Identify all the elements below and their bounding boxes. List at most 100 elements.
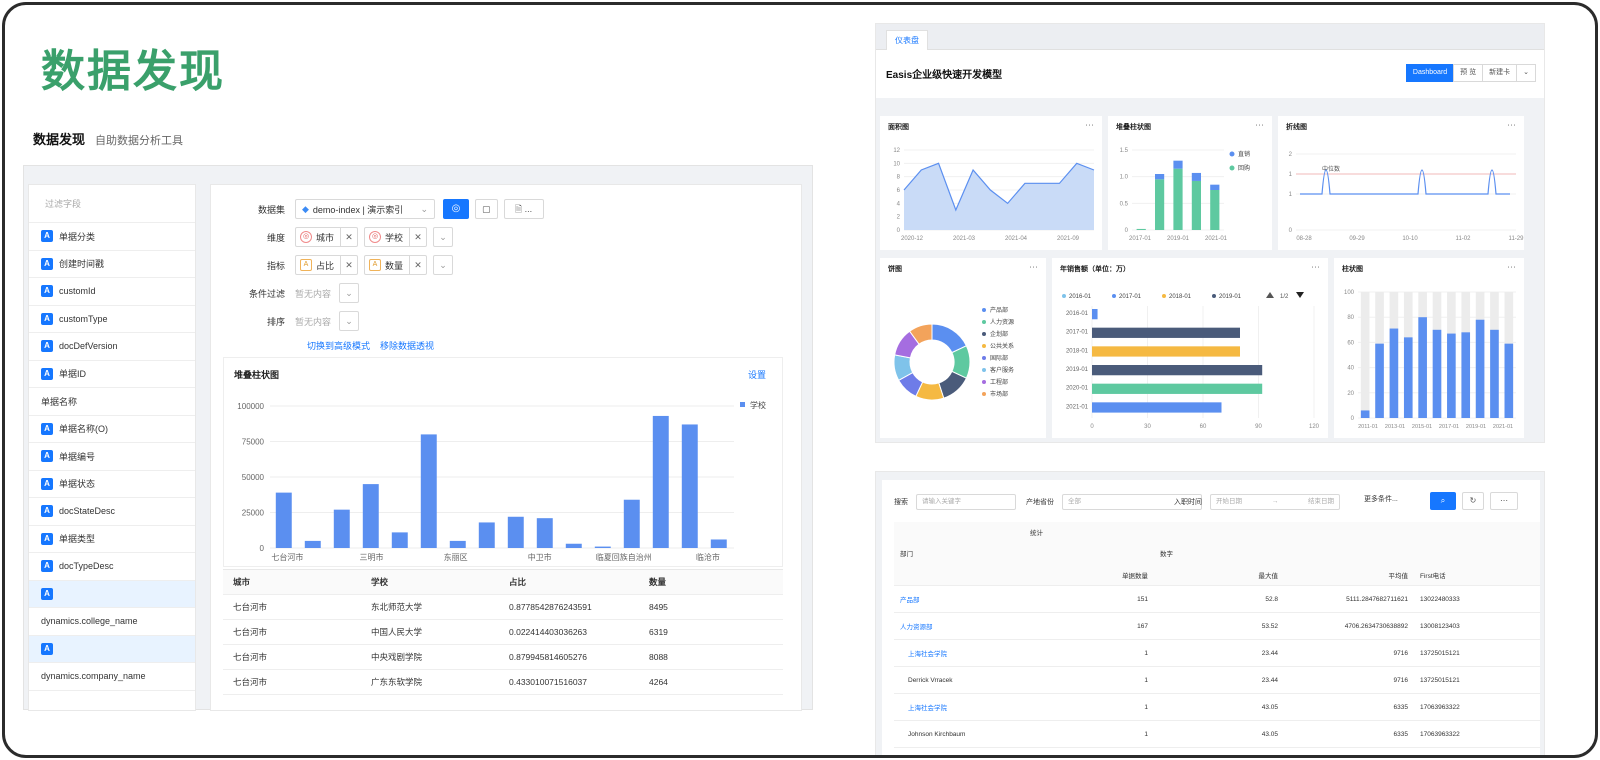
field-item[interactable]: 单据名称 [29, 388, 195, 416]
pivot-row[interactable]: Johnson Kirchbaum 1 43.05 6335 17063963322 [894, 721, 1540, 748]
tick-label: 30 [1144, 424, 1151, 430]
province-filter: 产地省份 全部 [1026, 494, 1202, 510]
preview-button[interactable]: 预 览 [1453, 64, 1484, 82]
more-icon[interactable]: ⋯ [1507, 120, 1516, 130]
pivot-cell[interactable]: Derrick Vrracek [908, 676, 953, 684]
dimension-tag-school[interactable]: ◎ 学校 ✕ [364, 227, 428, 247]
tick-label: 2016-01 [1066, 311, 1089, 317]
refresh-icon[interactable]: ↻ [1462, 492, 1484, 510]
tick-label: 09-29 [1349, 236, 1365, 242]
more-filters-link[interactable]: 更多条件... [1364, 494, 1398, 504]
add-sort-dropdown[interactable]: ⌄ [339, 311, 360, 331]
bar [1092, 327, 1240, 338]
dimension-row: 维度 ◎ 城市 ✕ ◎ 学校 ✕ ⌄ [211, 225, 459, 249]
pivot-row[interactable]: Derrick Vrracek 1 23.44 9716 13725015121 [894, 667, 1540, 694]
field-item[interactable]: dynamics.college_name [29, 608, 195, 636]
metric-tag-count[interactable]: A 数量 ✕ [364, 255, 428, 275]
legend-label: 2017-01 [1119, 294, 1142, 300]
stacked-bar-card: 堆叠柱状图 设置 100000 75000 50000 25000 0 七台河市 三明市 东丽… [223, 357, 783, 567]
table-view-button[interactable]: ▢ [475, 199, 498, 219]
chart-settings-link[interactable]: 设置 [747, 370, 766, 380]
table-row[interactable]: 七台河市 中国人民大学 0.022414403036263 6319 [223, 620, 783, 645]
save-button[interactable]: 🗎 ... [503, 199, 544, 219]
metric-tag-ratio[interactable]: A 占比 ✕ [295, 255, 359, 275]
table-row[interactable]: 七台河市 东北师范大学 0.8778542876243591 8495 [223, 595, 783, 620]
bar [1360, 410, 1370, 418]
dataset-select[interactable]: ◆ demo-index | 演示索引 ⌄ [295, 199, 435, 219]
series-line [1300, 169, 1510, 195]
chevron-down-icon[interactable]: ⌄ [1516, 64, 1536, 82]
field-filter-input[interactable]: 过滤字段 [29, 185, 195, 223]
pivot-header-stat: 统计 [894, 522, 1540, 542]
bar [1418, 317, 1427, 418]
more-icon[interactable]: ⋯ [1507, 262, 1516, 272]
new-card-button[interactable]: 新建卡 [1482, 64, 1518, 82]
pivot-cell[interactable]: 人力资源部 [900, 624, 933, 631]
add-filter-dropdown[interactable]: ⌄ [339, 283, 360, 303]
province-select[interactable]: 全部 [1062, 494, 1202, 510]
dimension-tag-city[interactable]: ◎ 城市 ✕ [295, 227, 359, 247]
field-item[interactable]: A 单据分类 [29, 223, 195, 251]
dataset-label: 数据集 [257, 204, 285, 215]
field-item[interactable]: dynamics.company_name [29, 663, 195, 691]
field-item[interactable]: A 单据类型 [29, 526, 195, 553]
advanced-mode-link[interactable]: 切换到高级模式 [307, 341, 371, 351]
dimension-label: 维度 [266, 232, 285, 243]
field-item-label: customId [59, 286, 96, 297]
add-dimension-dropdown[interactable]: ⌄ [433, 227, 454, 247]
legend-label: 国际部 [990, 354, 1008, 362]
pivot-cell[interactable]: Johnson Kirchbaum [908, 730, 966, 738]
table-cell: 东北师范大学 [371, 602, 423, 612]
field-item-label: 单据状态 [59, 479, 96, 490]
close-icon[interactable]: ✕ [414, 259, 422, 270]
tab-dashboard[interactable]: 仪表盘 [886, 30, 928, 50]
target-button[interactable]: ◎ [443, 199, 469, 219]
table-cell: 0.879945814605276 [509, 652, 587, 662]
add-metric-dropdown[interactable]: ⌄ [433, 255, 454, 275]
remove-pivot-link[interactable]: 移除数据透视 [380, 341, 435, 351]
bar [304, 540, 321, 548]
pivot-cell[interactable]: 上海社会学院 [908, 705, 947, 712]
pivot-row[interactable]: 产品部 151 52.8 5111.2847682711621 13022480333 [894, 586, 1540, 613]
more-icon[interactable]: ⋯ [1029, 262, 1038, 272]
pivot-row[interactable]: 上海社会学院 1 23.44 9716 13725015121 [894, 640, 1540, 667]
tick-label: 11-02 [1456, 236, 1472, 242]
pivot-row[interactable]: 上海社会学院 1 43.05 6335 17063963322 [894, 694, 1540, 721]
close-icon[interactable]: ✕ [345, 231, 353, 242]
field-item[interactable]: A 单据ID [29, 361, 195, 388]
pivot-cell[interactable]: 上海社会学院 [908, 651, 947, 658]
table-row[interactable]: 七台河市 广东东软学院 0.433010071516037 4264 [223, 670, 783, 695]
pivot-cell[interactable]: 产品部 [900, 597, 920, 604]
legend-label: 公共关系 [990, 342, 1014, 350]
close-icon[interactable]: ✕ [345, 259, 353, 270]
pivot-cell: 23.44 [1261, 676, 1278, 684]
more-icon[interactable]: ⋯ [1085, 120, 1094, 130]
field-item[interactable]: A 单据状态 [29, 471, 195, 498]
date-range-input[interactable]: 开始日期 → 结束日期 [1210, 494, 1340, 510]
table-row[interactable]: 七台河市 中央戏剧学院 0.879945814605276 8088 [223, 645, 783, 670]
field-item[interactable]: A 创建时间戳 [29, 251, 195, 278]
export-icon[interactable]: ⋯ [1490, 492, 1518, 510]
bar [1136, 228, 1146, 230]
more-icon[interactable]: ⋯ [1311, 262, 1320, 272]
bar [652, 415, 669, 548]
close-icon[interactable]: ✕ [414, 231, 422, 242]
tick-label: 4 [897, 201, 901, 207]
field-item[interactable]: A 单据编号 [29, 443, 195, 471]
search-input[interactable]: 请输入关键字 [916, 494, 1016, 510]
bar [681, 424, 698, 548]
line-chart-card: 2 1 1 0 中位数 08-28 09-29 10-10 11-02 11-29 折线图 ⋯ [1278, 116, 1524, 250]
pivot-row[interactable]: 人力资源部 167 53.52 4706.2634730638892 130081234… [894, 613, 1540, 640]
dashboard-mode-button[interactable]: Dashboard [1405, 64, 1455, 82]
tick-label: 2015-01 [1412, 424, 1432, 430]
search-icon[interactable]: ⌕ [1430, 492, 1456, 510]
field-item[interactable]: A 单据名称(O) [29, 416, 195, 443]
more-icon[interactable]: ⋯ [1255, 120, 1264, 130]
